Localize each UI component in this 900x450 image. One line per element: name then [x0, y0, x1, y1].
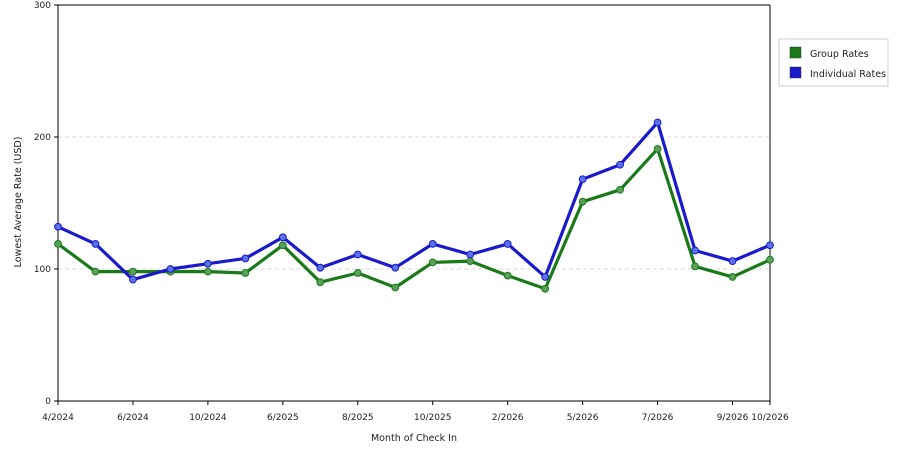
data-point-group-rates — [728, 273, 737, 281]
legend-swatch-group-rates — [789, 46, 802, 59]
y-tick-label: 0 — [45, 397, 51, 407]
data-point-individual-rates — [391, 263, 400, 272]
data-point-group-rates — [503, 271, 512, 280]
data-point-group-rates — [616, 185, 625, 194]
data-point-group-rates — [316, 278, 325, 287]
data-point-group-rates — [353, 269, 362, 277]
data-point-individual-rates — [428, 240, 437, 248]
data-point-individual-rates — [691, 246, 699, 255]
x-tick-label: 8/2025 — [342, 413, 374, 423]
data-point-individual-rates — [278, 233, 287, 242]
x-tick-label: 10/2025 — [414, 413, 451, 423]
data-point-group-rates — [466, 257, 475, 265]
data-point-individual-rates — [503, 240, 512, 248]
data-point-individual-rates — [653, 118, 662, 127]
x-tick-label: 9/2026 — [717, 413, 749, 423]
data-point-individual-rates — [166, 265, 175, 273]
series-line-individual-rates — [56, 120, 772, 282]
data-point-individual-rates — [466, 250, 475, 259]
data-point-individual-rates — [353, 250, 362, 259]
series-individual-rates — [54, 118, 774, 284]
data-point-group-rates — [203, 267, 212, 276]
grid-lines — [58, 136, 770, 270]
data-point-group-rates — [691, 262, 699, 271]
data-point-individual-rates — [578, 175, 587, 184]
series-line-group-rates — [56, 147, 772, 291]
data-point-individual-rates — [316, 263, 325, 272]
data-point-group-rates — [766, 255, 774, 264]
x-axis-title: Month of Check In — [371, 433, 457, 444]
axes — [57, 4, 771, 402]
x-tick-label: 10/2024 — [189, 413, 227, 423]
data-point-group-rates — [278, 241, 287, 250]
y-axis-ticks: 0 100 200 300 — [34, 1, 58, 407]
data-point-individual-rates — [241, 254, 250, 263]
data-point-individual-rates — [203, 259, 212, 268]
x-axis-ticks: 4/2024 6/2024 10/2024 6/2025 8/2025 10/2025 2/… — [42, 401, 789, 423]
data-point-individual-rates — [728, 257, 737, 265]
x-tick-label: 4/2024 — [42, 413, 74, 423]
data-point-individual-rates — [129, 275, 137, 284]
data-point-group-rates — [54, 240, 62, 248]
data-point-group-rates — [91, 267, 100, 276]
data-point-group-rates — [129, 267, 137, 276]
x-tick-label: 2/2026 — [492, 413, 524, 423]
data-point-group-rates — [391, 283, 400, 292]
legend-label-individual-rates: Individual Rates — [810, 69, 886, 80]
data-point-individual-rates — [616, 160, 625, 169]
data-point-group-rates — [653, 144, 662, 153]
legend-label-group-rates: Group Rates — [810, 49, 869, 60]
y-axis-title: Lowest Average Rate (USD) — [13, 137, 24, 268]
data-point-individual-rates — [91, 240, 100, 248]
data-point-group-rates — [428, 258, 437, 267]
y-tick-label: 100 — [34, 265, 51, 275]
series-group-rates — [54, 144, 774, 293]
data-point-individual-rates — [54, 222, 62, 231]
legend: Group Rates Individual Rates — [778, 38, 889, 87]
y-tick-label: 300 — [34, 1, 51, 11]
series-layer — [54, 118, 774, 293]
data-point-group-rates — [578, 197, 587, 206]
x-tick-label: 7/2026 — [642, 413, 674, 423]
data-point-individual-rates — [541, 273, 550, 281]
x-tick-label: 6/2024 — [117, 413, 149, 423]
data-point-group-rates — [541, 284, 550, 293]
legend-swatch-individual-rates — [789, 66, 802, 79]
x-tick-label: 6/2025 — [267, 413, 299, 423]
data-point-group-rates — [241, 269, 250, 277]
x-tick-label: 5/2026 — [567, 413, 599, 423]
y-tick-label: 200 — [34, 133, 51, 143]
data-point-individual-rates — [766, 241, 774, 250]
x-tick-label: 10/2026 — [751, 413, 789, 423]
